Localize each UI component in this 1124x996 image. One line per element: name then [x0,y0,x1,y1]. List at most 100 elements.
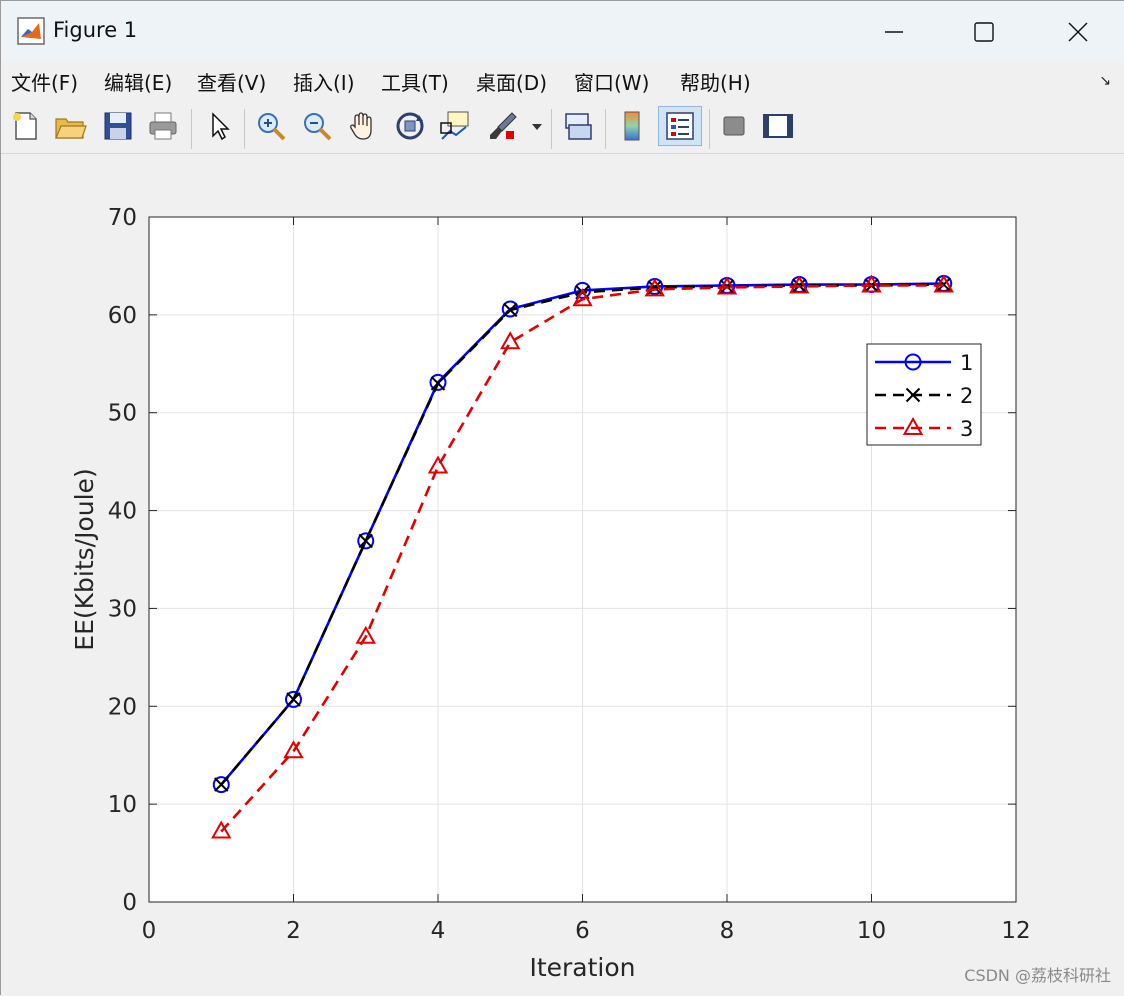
save-button[interactable] [101,109,135,143]
show-plot-tools-button[interactable] [761,109,795,143]
open-file-button[interactable] [53,109,87,143]
menu-help[interactable]: 帮助(H) [680,71,751,95]
print-button[interactable] [146,109,180,143]
zoom-in-button[interactable] [254,109,288,143]
data-point-series-2-stroke [358,533,373,549]
toolbar-separator [605,109,606,149]
toolbar-separator [191,109,192,149]
data-point-series-2-stroke [647,280,662,295]
zoom-in-icon [258,113,286,141]
x-tick-label: 12 [1001,918,1030,944]
y-tick-label: 70 [108,205,137,231]
menu-tools[interactable]: 工具(T) [381,71,449,95]
zoom-out-button[interactable] [300,109,334,143]
hide-plot-tools-icon [723,116,745,136]
data-cursor-button[interactable] [438,109,472,143]
series-line-3 [220,284,944,833]
menu-view[interactable]: 查看(V) [197,71,267,95]
hide-plot-tools-button[interactable] [717,109,751,143]
data-point-series-3 [644,278,665,297]
toolbar-separator [551,109,552,149]
data-point-series-3 [355,625,376,644]
data-point-series-2-stroke [430,376,446,391]
data-point-series-3 [933,274,954,293]
data-point-series-1 [429,373,447,391]
data-point-series-3 [211,820,232,839]
data-point-series-1 [212,776,230,794]
watermark-text: CSDN @荔枝科研社 [964,966,1111,985]
y-tick-label: 20 [108,694,137,720]
data-point-series-2-stroke [214,777,229,792]
dock-figure-icon[interactable]: ↘ [1099,73,1111,89]
x-tick-label: 6 [575,918,590,944]
menu-window[interactable]: 窗口(W) [574,71,650,95]
menu-bar: 文件(F) 编辑(E) 查看(V) 插入(I) 工具(T) 桌面(D) 窗口(W… [1,61,1124,101]
rotate-3d-icon [396,112,424,140]
link-plot-button[interactable] [561,109,595,143]
pan-hand-icon [350,112,372,140]
x-tick-label: 2 [286,918,301,944]
select-arrow-icon [212,112,230,141]
data-point-series-3 [861,274,882,293]
legend-button[interactable] [658,106,702,146]
maximize-button[interactable] [937,1,1029,61]
y-tick-label: 60 [108,303,137,329]
matlab-icon [17,17,45,45]
data-point-series-2 [358,533,373,549]
colorbar-button[interactable] [615,109,649,143]
data-point-series-2-stroke [286,692,301,707]
y-tick-label: 10 [108,792,137,818]
brush-icon [490,112,517,139]
brush-dropdown-button[interactable] [529,109,545,143]
y-axis-label: EE(Kbits/Joule) [70,468,99,650]
x-tick-label: 10 [857,918,886,944]
new-figure-icon [13,112,37,140]
close-icon [1068,22,1088,42]
data-point-series-2 [503,302,518,318]
rotate-3d-button[interactable] [393,109,427,143]
figure-toolbar [1,101,1124,154]
save-icon [104,112,132,140]
data-point-series-2 [430,376,446,391]
menu-insert[interactable]: 插入(I) [293,71,355,95]
close-button[interactable] [1031,1,1123,61]
y-tick-label: 30 [108,596,137,622]
brush-button[interactable] [486,109,520,143]
data-point-series-3 [572,288,593,307]
legend-label-1: 1 [960,351,973,375]
legend-label-3: 3 [960,417,973,441]
link-plot-icon [565,113,592,140]
maximize-icon [974,22,994,42]
toolbar-separator [709,109,710,149]
y-tick-label: 0 [122,890,137,916]
data-point-series-2 [647,280,662,295]
minimize-button[interactable] [847,1,939,61]
print-icon [149,112,177,140]
menu-edit[interactable]: 编辑(E) [104,71,173,95]
data-point-series-2-stroke [503,302,518,318]
data-point-series-3 [789,275,810,294]
colorbar-icon [624,111,640,141]
data-point-series-3 [427,455,449,474]
data-point-series-1 [501,300,519,318]
x-tick-label: 0 [142,918,157,944]
figure-canvas: 0 2 4 6 8 10 12 0 10 20 30 40 50 60 70 Iteration EE(Kbit… [1,154,1124,996]
window-title: Figure 1 [53,18,138,42]
title-bar: Figure 1 [1,1,1124,61]
y-tick-label: 40 [108,499,137,525]
new-figure-button[interactable] [9,109,43,143]
data-point-series-3 [283,740,304,759]
menu-file[interactable]: 文件(F) [11,71,79,95]
menu-desktop[interactable]: 桌面(D) [476,71,548,95]
data-point-series-3 [716,276,738,295]
x-axis-label: Iteration [529,953,635,982]
ee-iteration-chart: 0 2 4 6 8 10 12010203040506070IterationEE(Kbit… [70,205,1031,982]
edit-plot-button[interactable] [203,109,237,143]
legend-label-2: 2 [960,384,973,408]
x-tick-label: 8 [720,918,735,944]
legend-marker-3 [902,416,924,435]
pan-button[interactable] [346,109,380,143]
data-point-series-2 [286,692,301,707]
legend-marker-2 [905,387,921,403]
